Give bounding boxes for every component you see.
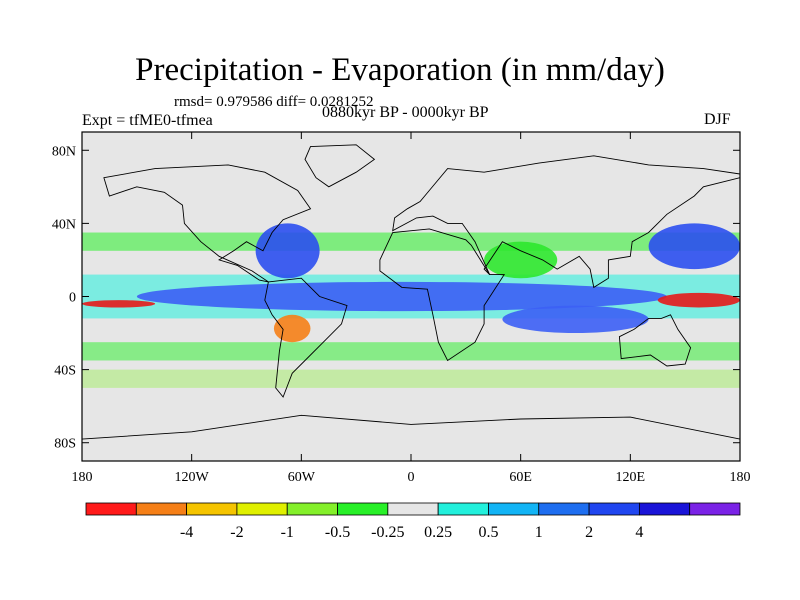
x-tick-label: 60E (509, 470, 532, 485)
background-band (82, 232, 740, 251)
period-label: 0880kyr BP - 0000kyr BP (322, 104, 489, 121)
y-tick-label: 80N (52, 144, 76, 159)
stats-text: rmsd= 0.979586 diff= 0.0281252 (174, 94, 374, 110)
feature-tropical-w-pac-red (657, 292, 740, 308)
colorbar-label: -0.25 (371, 524, 404, 541)
colorbar-swatch (689, 502, 741, 516)
chart-title: Precipitation - Evaporation (in mm/day) (135, 52, 665, 88)
colorbar-swatch (135, 502, 188, 516)
colorbar-label: -0.5 (325, 524, 350, 541)
colorbar-swatch (236, 502, 288, 516)
map-plot-area (82, 132, 740, 461)
x-tick-label: 0 (408, 470, 415, 485)
x-tick-label: 180 (72, 470, 93, 485)
x-tick-label: 120W (175, 470, 210, 485)
colorbar-label: -4 (180, 524, 193, 541)
map-axes: 180 120W 60W 0 60E 120E 180 80N 40N 0 40S 80S (52, 132, 751, 485)
background-band (82, 369, 740, 388)
colorbar-label: 1 (535, 524, 543, 541)
feature-n-ind-green (484, 241, 558, 279)
colorbar-label: -1 (281, 524, 294, 541)
y-tick-label: 0 (69, 291, 76, 306)
y-tick-label: 40S (54, 364, 76, 379)
y-tick-label: 80S (54, 437, 76, 452)
colorbar-swatch (638, 502, 691, 516)
colorbar-swatch (437, 502, 489, 516)
feature-eq-band (136, 281, 667, 312)
coastline-antarctica (82, 414, 740, 461)
x-tick-label: 60W (288, 470, 316, 485)
colorbar: -4 -2 -1 -0.5 -0.25 0.25 0.5 1 2 4 (85, 502, 741, 541)
colorbar-swatch (186, 502, 238, 516)
y-tick-label: 40N (52, 217, 76, 232)
colorbar-swatch (286, 502, 338, 516)
coastline-north-america (103, 164, 312, 283)
colorbar-label: 4 (635, 524, 643, 541)
feature-n-pac-blue (648, 223, 740, 270)
feature-s-am-orange (273, 314, 311, 343)
colorbar-label: 2 (585, 524, 593, 541)
colorbar-swatch (387, 502, 439, 516)
coastline-australia (618, 314, 692, 367)
x-tick-label: 180 (730, 470, 751, 485)
colorbar-swatch (337, 502, 389, 516)
colorbar-label: 0.25 (424, 524, 452, 541)
colorbar-swatch (588, 502, 640, 516)
season-label: DJF (704, 111, 731, 128)
colorbar-label: 0.5 (478, 524, 498, 541)
colorbar-label: -2 (230, 524, 243, 541)
coastline-south-america (264, 277, 348, 398)
feature-atl-blue (255, 223, 320, 279)
coastline-africa (379, 228, 506, 362)
coastline-eurasia (392, 155, 740, 289)
coastlines (82, 144, 740, 461)
colorbar-swatch (85, 502, 137, 516)
x-tick-label: 120E (616, 470, 646, 485)
background-band (82, 342, 740, 361)
colorbar-swatch (488, 502, 540, 516)
coastline-greenland (304, 144, 376, 188)
colorbar-swatch (538, 502, 590, 516)
feature-s-ind-blue (502, 305, 649, 334)
feature-tropical-e-pac-red (82, 300, 156, 308)
experiment-label: Expt = tfME0-tfmea (82, 112, 213, 129)
